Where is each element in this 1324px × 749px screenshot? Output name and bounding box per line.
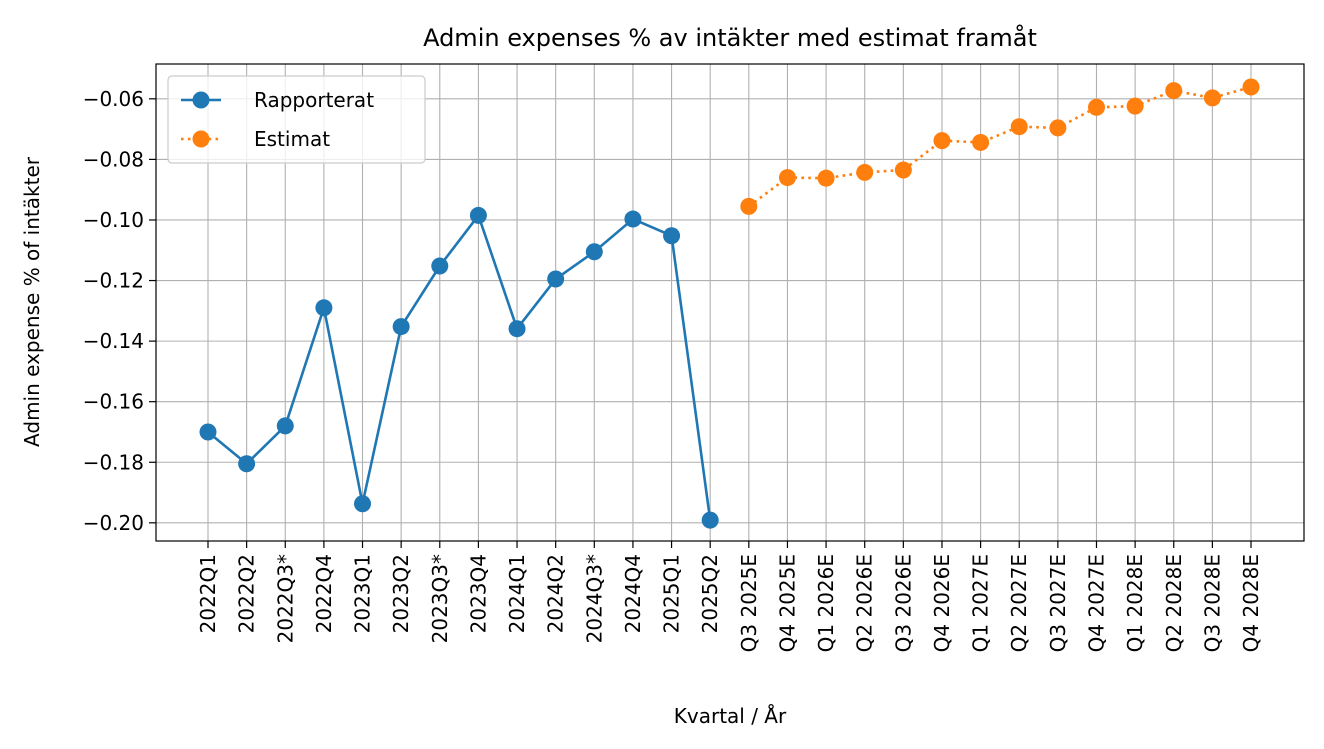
data-point-rapporterat-2023q1: [354, 495, 372, 513]
y-tick-label: −0.06: [83, 87, 144, 111]
x-tick-label-q4-2026e: Q4 2026E: [930, 554, 954, 652]
data-point-rapporterat-2025q2: [701, 511, 719, 529]
legend-label-estimat: Estimat: [254, 127, 330, 151]
y-tick-label: −0.18: [83, 450, 144, 474]
x-tick-label-q3-2025e: Q3 2025E: [737, 554, 761, 652]
x-tick-label-q4-2025e: Q4 2025E: [775, 554, 799, 652]
x-tick-label-2023q2: 2023Q2: [389, 554, 413, 633]
x-tick-label-2024q4: 2024Q4: [621, 554, 645, 633]
x-tick-label-q2-2027e: Q2 2027E: [1007, 554, 1031, 652]
data-point-estimat-q3-2027e: [1049, 119, 1067, 137]
x-tick-label-2022q3: 2022Q3*: [273, 554, 297, 643]
legend-box: [167, 75, 426, 164]
x-tick-label-2025q1: 2025Q1: [660, 554, 684, 633]
data-point-rapporterat-2022q1: [199, 423, 217, 441]
data-point-rapporterat-2023q4: [469, 206, 487, 224]
data-point-rapporterat-2022q3: [276, 417, 294, 435]
data-point-rapporterat-2022q4: [315, 299, 333, 317]
x-tick-label-q4-2027e: Q4 2027E: [1084, 554, 1108, 652]
data-point-estimat-q2-2028e: [1165, 82, 1183, 100]
data-point-rapporterat-2024q2: [547, 270, 565, 288]
x-tick-label-q3-2026e: Q3 2026E: [891, 554, 915, 652]
data-point-rapporterat-2024q1: [508, 320, 526, 338]
data-point-estimat-q4-2027e: [1087, 98, 1105, 116]
y-tick-label: −0.10: [83, 208, 144, 232]
data-point-estimat-q1-2027e: [972, 133, 990, 151]
y-tick-label: −0.14: [83, 329, 144, 353]
x-tick-label-2022q4: 2022Q4: [312, 554, 336, 633]
data-point-estimat-q4-2028e: [1242, 78, 1260, 96]
data-point-estimat-q3-2026e: [894, 161, 912, 179]
plot-series: [199, 78, 1260, 529]
x-tick-label-q3-2027e: Q3 2027E: [1046, 554, 1070, 652]
y-tick-label: −0.20: [83, 511, 144, 535]
data-point-rapporterat-2024q3: [585, 243, 603, 261]
y-tick-label: −0.12: [83, 269, 144, 293]
data-point-estimat-q1-2028e: [1126, 97, 1144, 115]
x-axis-ticks: 2022Q1 2022Q2 2022Q3* 2022Q4 2023Q1 2023Q2 202…: [196, 541, 1263, 652]
data-point-rapporterat-2023q3: [431, 257, 449, 275]
data-point-rapporterat-2023q2: [392, 318, 410, 336]
x-tick-label-2023q1: 2023Q1: [351, 554, 375, 633]
data-point-estimat-q4-2026e: [933, 132, 951, 150]
x-tick-label-2023q3: 2023Q3*: [428, 554, 452, 643]
legend: Rapporterat Estimat: [167, 75, 426, 164]
data-point-estimat-q4-2025e: [778, 169, 796, 187]
x-tick-label-q1-2028e: Q1 2028E: [1123, 554, 1147, 652]
data-point-estimat-q3-2025e: [740, 197, 758, 215]
x-tick-label-q2-2028e: Q2 2028E: [1162, 554, 1186, 652]
y-axis-ticks: −0.20 −0.18 −0.16 −0.14 −0.12 −0.10 −0.08 −0.06: [83, 87, 156, 535]
x-tick-label-q1-2026e: Q1 2026E: [814, 554, 838, 652]
x-tick-label-q1-2027e: Q1 2027E: [969, 554, 993, 652]
plot-frame: [155, 63, 1305, 542]
x-tick-label-q3-2028e: Q3 2028E: [1200, 554, 1224, 652]
x-tick-label-2022q1: 2022Q1: [196, 554, 220, 633]
y-tick-label: −0.16: [83, 390, 144, 414]
data-point-estimat-q2-2026e: [856, 163, 874, 181]
x-tick-label-2024q3: 2024Q3*: [582, 554, 606, 643]
x-tick-label-2024q2: 2024Q2: [544, 554, 568, 633]
y-tick-label: −0.08: [83, 147, 144, 171]
legend-label-rapporterat: Rapporterat: [254, 88, 374, 112]
data-point-rapporterat-2024q4: [624, 210, 642, 228]
x-tick-label-2024q1: 2024Q1: [505, 554, 529, 633]
x-tick-label-2022q2: 2022Q2: [235, 554, 259, 633]
legend-marker-rapporterat: [192, 91, 210, 109]
x-tick-label-2025q2: 2025Q2: [698, 554, 722, 633]
x-tick-label-q4-2028e: Q4 2028E: [1239, 554, 1263, 652]
y-axis-label: Admin expense % of intäkter: [20, 156, 44, 447]
x-tick-label-q2-2026e: Q2 2026E: [853, 554, 877, 652]
chart-title: Admin expenses % av intäkter med estimat…: [423, 23, 1037, 52]
data-point-estimat-q2-2027e: [1010, 118, 1028, 136]
legend-marker-estimat: [192, 130, 210, 148]
data-point-rapporterat-2022q2: [238, 455, 256, 473]
x-axis-label: Kvartal / År: [674, 704, 787, 728]
data-point-estimat-q3-2028e: [1203, 89, 1221, 107]
data-point-rapporterat-2025q1: [663, 227, 681, 245]
x-tick-label-2023q4: 2023Q4: [466, 554, 490, 633]
data-point-estimat-q1-2026e: [817, 169, 835, 187]
